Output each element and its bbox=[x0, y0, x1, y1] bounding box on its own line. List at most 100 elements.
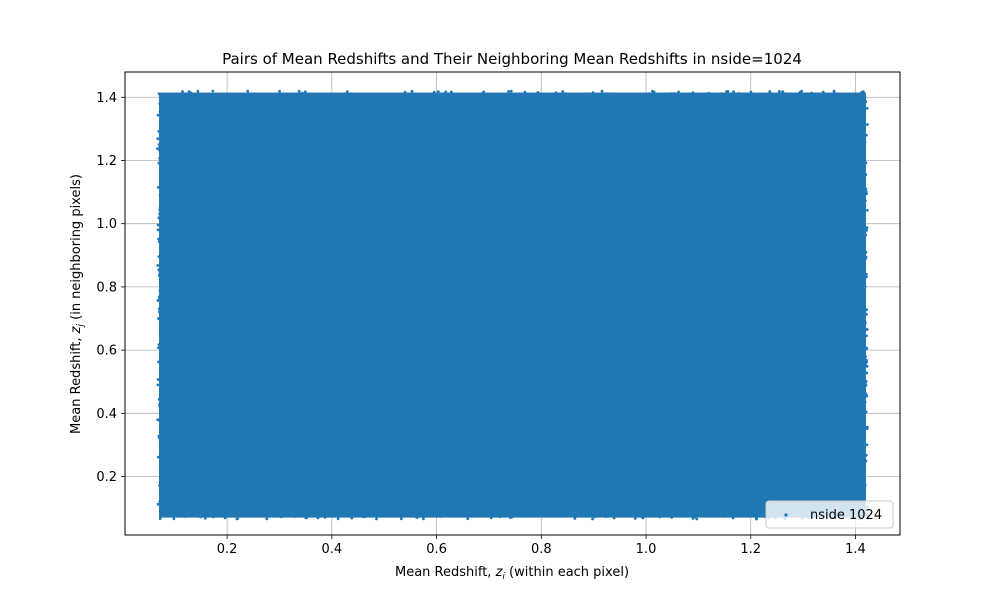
scatter-point bbox=[297, 89, 301, 93]
scatter-point bbox=[158, 274, 161, 278]
scatter-point bbox=[156, 502, 160, 506]
scatter-point bbox=[865, 192, 868, 196]
scatter-point bbox=[158, 310, 161, 314]
scatter-point bbox=[864, 321, 867, 325]
scatter-point bbox=[671, 92, 675, 96]
scatter-point bbox=[864, 161, 868, 165]
scatter-point bbox=[158, 148, 161, 152]
scatter-point bbox=[864, 133, 868, 137]
scatter-point bbox=[157, 130, 161, 133]
scatter-point bbox=[691, 91, 695, 95]
scatter-point bbox=[864, 358, 868, 362]
y-axis-label-var: z bbox=[69, 325, 84, 334]
scatter-point bbox=[864, 384, 868, 387]
plot-area: 0.2 0.4 0.6 0.8 1.0 1.2 1.4 0.2 0.4 0.6 0.8 1.0 1.2 1… bbox=[96, 71, 901, 557]
y-axis-label: Mean Redshift, zj (in neighboring pixels… bbox=[69, 174, 86, 434]
scatter-point-cloud bbox=[159, 92, 866, 518]
scatter-point bbox=[278, 89, 281, 93]
scatter-point bbox=[864, 355, 867, 359]
y-tick-label: 0.8 bbox=[96, 280, 117, 295]
scatter-point bbox=[363, 515, 367, 519]
scatter-point bbox=[158, 206, 162, 210]
scatter-point bbox=[703, 92, 706, 96]
scatter-point bbox=[864, 173, 868, 177]
scatter-point bbox=[863, 400, 867, 404]
scatter-point bbox=[158, 271, 162, 275]
scatter-point bbox=[422, 517, 425, 521]
scatter-point bbox=[211, 89, 215, 93]
scatter-point bbox=[336, 517, 340, 521]
scatter-point bbox=[157, 237, 161, 241]
scatter-point bbox=[172, 517, 176, 521]
y-tick-label: 1.4 bbox=[96, 91, 117, 106]
scatter-point bbox=[316, 516, 320, 520]
x-tick-label: 0.6 bbox=[426, 542, 447, 557]
scatter-point bbox=[157, 255, 161, 258]
scatter-point bbox=[323, 515, 327, 519]
scatter-point bbox=[156, 383, 160, 387]
scatter-point bbox=[158, 484, 161, 487]
scatter-point bbox=[265, 517, 269, 521]
axes-frame bbox=[124, 71, 901, 536]
scatter-point bbox=[652, 90, 656, 94]
scatter-point bbox=[156, 186, 160, 189]
scatter-point bbox=[157, 360, 160, 364]
scatter-point bbox=[403, 90, 407, 94]
scatter-point bbox=[865, 371, 869, 375]
scatter-point bbox=[863, 419, 867, 423]
scatter-point bbox=[865, 208, 869, 212]
scatter-point bbox=[157, 436, 161, 440]
scatter-point bbox=[157, 307, 161, 311]
scatter-point bbox=[658, 515, 662, 519]
scatter-point bbox=[863, 479, 866, 482]
scatter-point bbox=[864, 410, 868, 414]
scatter-point bbox=[439, 515, 442, 518]
scatter-point bbox=[158, 194, 162, 197]
scatter-point bbox=[466, 517, 470, 521]
scatter-point bbox=[293, 515, 297, 518]
scatter-point bbox=[345, 90, 349, 94]
scatter-point bbox=[691, 517, 695, 520]
scatter-point bbox=[865, 364, 869, 368]
scatter-point bbox=[864, 199, 867, 203]
scatter-point bbox=[157, 317, 160, 320]
scatter-point bbox=[863, 196, 866, 200]
x-axis-label-prefix: Mean Redshift, bbox=[395, 565, 496, 580]
scatter-point bbox=[864, 453, 868, 457]
scatter-point bbox=[739, 92, 743, 96]
scatter-point bbox=[607, 92, 611, 96]
scatter-point bbox=[604, 92, 608, 96]
scatter-point bbox=[554, 91, 558, 94]
scatter-point bbox=[863, 124, 867, 127]
scatter-point bbox=[507, 90, 510, 93]
scatter-point bbox=[199, 515, 202, 519]
scatter-point bbox=[436, 90, 440, 93]
scatter-point bbox=[670, 516, 674, 519]
scatter-point bbox=[864, 250, 868, 254]
scatter-point bbox=[864, 381, 867, 385]
scatter-point bbox=[158, 431, 162, 435]
scatter-point bbox=[810, 91, 813, 95]
scatter-point bbox=[777, 90, 781, 93]
x-tick-label: 1.0 bbox=[636, 542, 657, 557]
y-tick-label: 0.6 bbox=[96, 344, 117, 359]
scatter-point bbox=[864, 187, 868, 191]
y-tick-label: 0.4 bbox=[96, 407, 117, 422]
scatter-point bbox=[865, 443, 869, 447]
legend-box bbox=[765, 500, 894, 529]
scatter-point bbox=[510, 515, 514, 519]
scatter-point bbox=[196, 89, 200, 93]
scatter-point bbox=[183, 515, 187, 518]
legend-label: nside 1024 bbox=[810, 508, 882, 523]
scatter-point bbox=[157, 346, 160, 350]
scatter-point bbox=[864, 361, 868, 365]
scatter-point bbox=[865, 272, 868, 276]
scatter-point bbox=[536, 91, 540, 94]
scatter-point bbox=[432, 90, 436, 94]
scatter-point bbox=[866, 123, 869, 126]
scatter-point bbox=[865, 106, 869, 110]
scatter-point bbox=[157, 298, 161, 301]
scatter-point bbox=[863, 95, 867, 98]
